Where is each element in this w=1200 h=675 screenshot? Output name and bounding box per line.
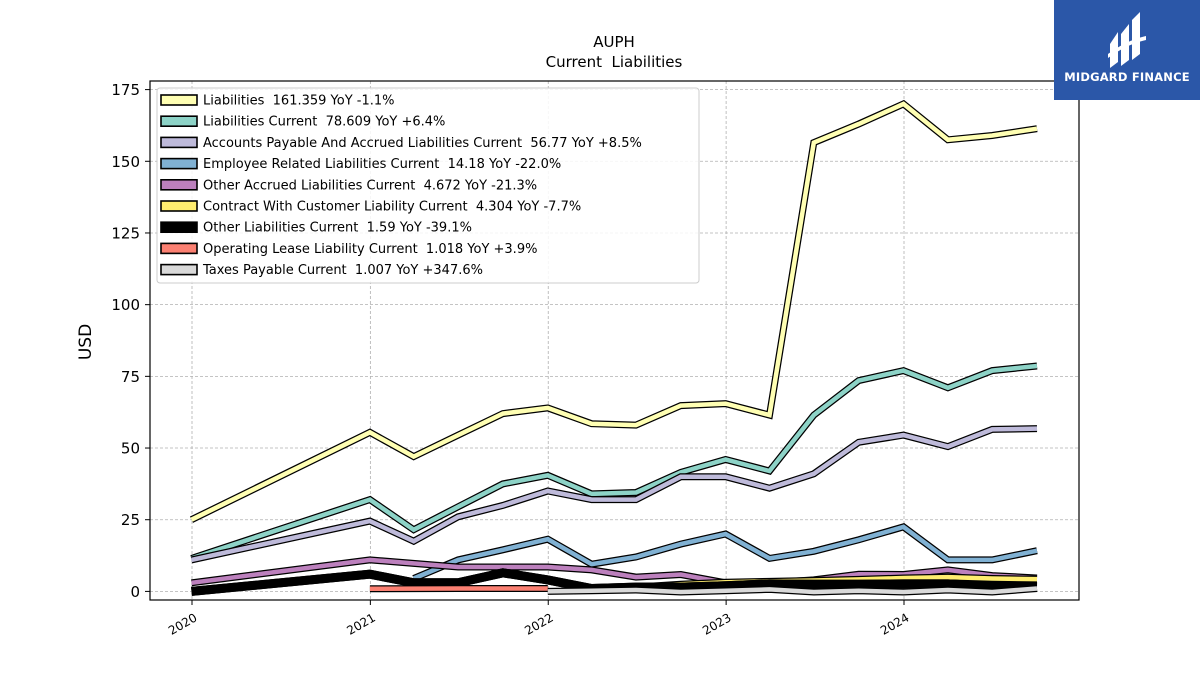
legend-label: Accounts Payable And Accrued Liabilities… (203, 136, 642, 151)
legend-label: Liabilities 161.359 YoY -1.1% (203, 94, 395, 109)
series-stroke (412, 524, 1038, 581)
series-stroke (191, 568, 1038, 596)
series-stroke (191, 426, 1038, 563)
legend-label: Liabilities Current 78.609 YoY +6.4% (203, 115, 445, 130)
legend-label: Other Liabilities Current 1.59 YoY -39.1… (203, 221, 472, 236)
legend-item: Taxes Payable Current 1.007 YoY +347.6% (160, 263, 483, 278)
legend-swatch (160, 200, 198, 212)
legend-label: Employee Related Liabilities Current 14.… (203, 157, 561, 172)
x-tick-label: 2020 (166, 610, 199, 637)
legend-item: Contract With Customer Liability Current… (160, 200, 581, 215)
y-tick-label: 175 (111, 81, 140, 99)
plot-frame (149, 80, 1080, 601)
chart-subtitle: Current Liabilities (546, 53, 683, 71)
y-tick-label: 75 (121, 368, 140, 386)
y-tick-label: 100 (111, 296, 140, 314)
y-tick-label: 150 (111, 153, 140, 171)
legend-swatch (160, 263, 198, 276)
legend-item: Other Accrued Liabilities Current 4.672 … (160, 178, 537, 193)
series-stroke (547, 586, 1038, 595)
y-tick-label: 25 (121, 511, 140, 529)
legend-item: Liabilities 161.359 YoY -1.1% (160, 94, 395, 109)
y-tick-label: 0 (130, 583, 140, 601)
x-tick-label: 2022 (522, 610, 555, 637)
y-axis-label: USD (76, 324, 96, 360)
legend-item: Operating Lease Liability Current 1.018 … (160, 242, 537, 257)
legend-swatch (160, 94, 198, 106)
series-line (547, 585, 1038, 596)
x-tick-label: 2021 (344, 610, 377, 637)
legend-item: Other Liabilities Current 1.59 YoY -39.1… (160, 221, 472, 236)
legend-label: Operating Lease Liability Current 1.018 … (203, 242, 537, 257)
legend-swatch (160, 136, 198, 149)
y-tick-label: 50 (121, 440, 140, 458)
series-stroke (190, 363, 1038, 561)
x-tick-label: 2023 (700, 610, 733, 637)
chart-title: AUPH (593, 33, 635, 51)
legend-swatch (160, 242, 198, 255)
legend-box (156, 87, 700, 284)
legend-swatch (160, 157, 198, 170)
series-line (190, 425, 1038, 564)
legend-swatch (160, 179, 198, 191)
midgard-logo-icon (1108, 12, 1146, 68)
legend-item: Liabilities Current 78.609 YoY +6.4% (160, 115, 445, 130)
legend-swatch (160, 221, 198, 233)
brand-name: MIDGARD FINANCE (1064, 70, 1190, 84)
y-tick-label: 125 (111, 224, 140, 242)
legend-item: Employee Related Liabilities Current 14.… (160, 157, 561, 172)
series-line (191, 568, 1038, 596)
x-tick-label: 2024 (878, 610, 911, 637)
legend-swatch (160, 115, 198, 127)
legend: Liabilities 161.359 YoY -1.1% Liabilities… (156, 87, 700, 284)
legend-label: Other Accrued Liabilities Current 4.672 … (203, 178, 537, 193)
series-line (189, 99, 1038, 523)
series-line (412, 523, 1038, 582)
legend-label: Contract With Customer Liability Current… (203, 200, 581, 215)
legend-label: Taxes Payable Current 1.007 YoY +347.6% (202, 263, 483, 278)
brand-logo: MIDGARD FINANCE (1054, 0, 1200, 100)
series-stroke (190, 101, 1038, 522)
legend-item: Accounts Payable And Accrued Liabilities… (160, 136, 642, 151)
series-line (190, 362, 1038, 562)
